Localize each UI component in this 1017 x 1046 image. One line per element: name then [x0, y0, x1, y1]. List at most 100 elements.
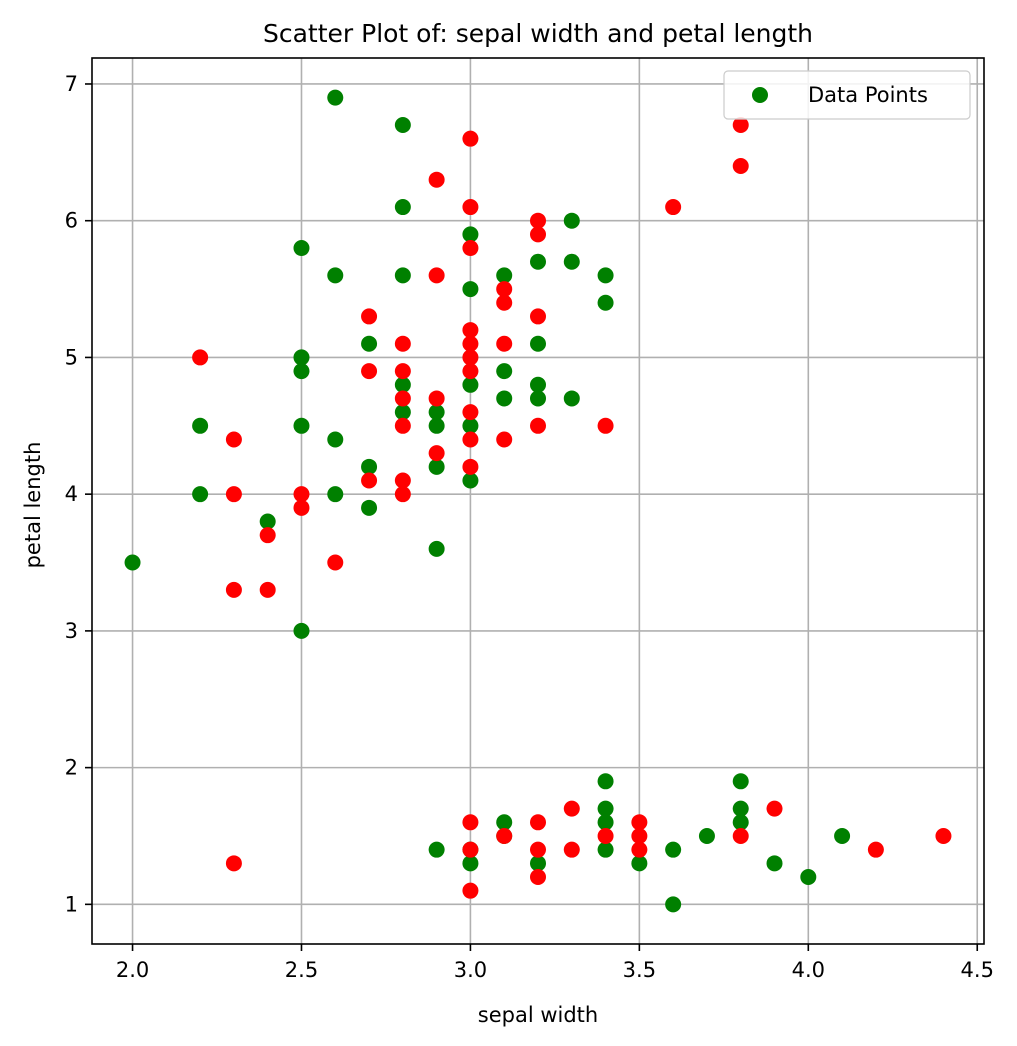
red-data-point [867, 841, 884, 858]
green-data-point [800, 869, 817, 886]
green-data-point [530, 335, 546, 352]
red-data-point [530, 226, 546, 243]
red-data-point [530, 212, 546, 229]
green-data-point [428, 841, 445, 858]
green-data-point [293, 363, 310, 380]
green-data-point [124, 554, 141, 571]
green-data-point [192, 486, 209, 503]
red-data-point [597, 827, 614, 844]
red-data-point [259, 527, 276, 544]
green-data-point [665, 841, 682, 858]
green-data-point [428, 540, 445, 557]
red-data-point [428, 171, 445, 188]
green-data-point [597, 841, 614, 858]
y-axis-label: petal length [21, 442, 45, 569]
green-data-point [631, 855, 648, 872]
green-data-point [597, 800, 614, 817]
green-data-point [597, 773, 614, 790]
x-axis-label: sepal width [478, 1003, 598, 1027]
red-data-point [665, 199, 682, 216]
chart-title: Scatter Plot of: sepal width and petal l… [263, 19, 813, 48]
green-data-point [732, 814, 749, 831]
red-data-point [597, 417, 614, 434]
red-data-point [259, 581, 276, 598]
green-data-point [428, 417, 445, 434]
green-data-point [665, 896, 682, 913]
y-tick-label: 6 [65, 209, 78, 233]
red-data-point [462, 363, 479, 380]
green-data-point [496, 267, 513, 284]
red-data-point [327, 554, 344, 571]
green-data-point [530, 253, 546, 270]
red-data-point [293, 499, 310, 516]
red-data-point [530, 308, 546, 325]
red-data-point [732, 827, 749, 844]
green-data-point [462, 226, 479, 243]
green-data-point [192, 417, 209, 434]
y-tick-label: 2 [65, 756, 78, 780]
red-data-point [530, 814, 546, 831]
red-data-point [496, 431, 513, 448]
red-data-point [530, 841, 546, 858]
y-tick-label: 4 [65, 482, 78, 506]
red-data-point [462, 814, 479, 831]
green-data-point [563, 253, 580, 270]
red-data-point [496, 827, 513, 844]
green-data-point [462, 376, 479, 393]
green-data-point [327, 486, 344, 503]
green-data-point [327, 267, 344, 284]
red-data-point [225, 855, 242, 872]
green-data-point [597, 294, 614, 311]
green-data-point [428, 404, 445, 421]
red-data-point [192, 349, 209, 366]
green-data-point [293, 622, 310, 639]
red-data-point [361, 308, 378, 325]
green-data-point [361, 458, 378, 475]
red-data-point [428, 390, 445, 407]
green-data-point [563, 212, 580, 229]
green-data-point [394, 267, 411, 284]
legend: Data Points [723, 70, 971, 120]
red-data-point [394, 472, 411, 489]
red-data-point [462, 335, 479, 352]
green-data-point [698, 827, 715, 844]
x-tick-label: 3.0 [454, 958, 487, 982]
red-data-point [766, 800, 783, 817]
red-data-point [225, 581, 242, 598]
red-data-point [361, 363, 378, 380]
x-tick-label: 3.5 [623, 958, 656, 982]
red-data-point [496, 294, 513, 311]
green-data-point [428, 458, 445, 475]
y-tick-label: 3 [65, 619, 78, 643]
red-data-point [462, 431, 479, 448]
red-data-point [394, 486, 411, 503]
green-data-point [293, 417, 310, 434]
green-data-point [361, 335, 378, 352]
green-data-point [394, 376, 411, 393]
red-data-point [462, 199, 479, 216]
red-data-point [293, 486, 310, 503]
y-tick-label: 7 [65, 72, 78, 96]
green-data-point [530, 855, 546, 872]
red-data-point [935, 827, 952, 844]
red-data-point [631, 814, 648, 831]
red-data-point [394, 417, 411, 434]
red-data-point [462, 404, 479, 421]
y-tick-label: 5 [65, 345, 78, 369]
red-data-point [462, 322, 479, 339]
green-data-point [597, 267, 614, 284]
red-data-point [361, 472, 378, 489]
legend-box [723, 70, 971, 120]
red-data-point [732, 116, 749, 133]
green-data-point [327, 89, 344, 106]
green-data-point [732, 800, 749, 817]
green-data-point [394, 404, 411, 421]
red-data-point [462, 841, 479, 858]
red-data-point [462, 349, 479, 366]
red-data-point [496, 335, 513, 352]
axes-frame [91, 57, 985, 945]
x-tick-label: 2.0 [116, 958, 149, 982]
x-tick-label: 4.5 [961, 958, 994, 982]
green-data-point [259, 513, 276, 530]
